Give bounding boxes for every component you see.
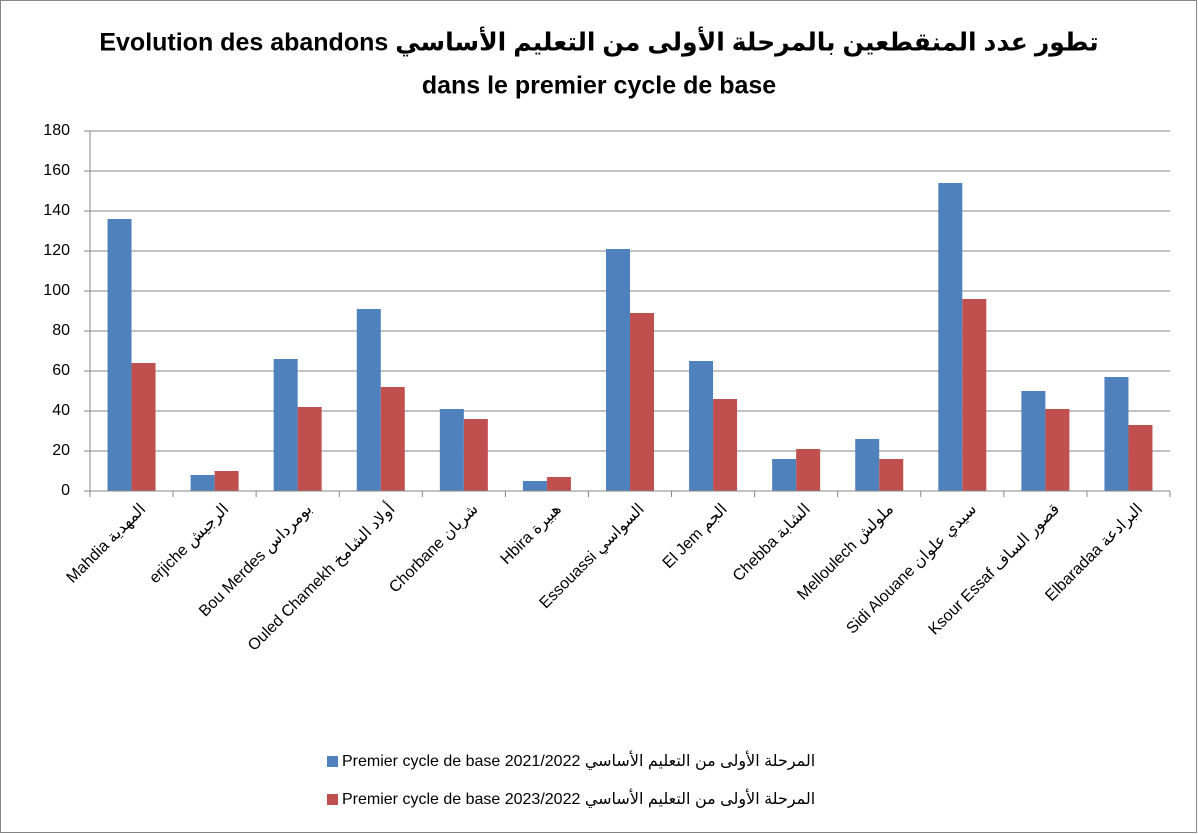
bar bbox=[190, 475, 215, 491]
bar bbox=[1021, 391, 1046, 491]
y-tick-label: 160 bbox=[43, 162, 70, 179]
legend-swatch bbox=[327, 756, 338, 767]
bar bbox=[713, 399, 738, 491]
bar bbox=[1045, 409, 1070, 491]
y-tick-label: 140 bbox=[43, 202, 70, 219]
bar bbox=[546, 477, 571, 491]
legend-label: Premier cycle de base 2023/2022 المرحلة … bbox=[342, 788, 815, 809]
y-tick-label: 180 bbox=[43, 122, 70, 139]
y-tick-label: 0 bbox=[61, 482, 70, 499]
bar bbox=[107, 219, 132, 491]
chart-title: dans le premier cycle de base bbox=[422, 72, 776, 100]
bar bbox=[131, 363, 156, 491]
chart-title: Evolution des abandons تطور عدد المنقطعي… bbox=[99, 27, 1098, 58]
bar bbox=[962, 299, 987, 491]
bar bbox=[796, 449, 821, 491]
y-tick-label: 100 bbox=[43, 282, 70, 299]
bar bbox=[689, 361, 714, 491]
bar bbox=[297, 407, 322, 491]
bar bbox=[1104, 377, 1129, 491]
y-tick-label: 40 bbox=[52, 402, 70, 419]
bar bbox=[938, 183, 963, 491]
y-tick-label: 60 bbox=[52, 362, 70, 379]
bar bbox=[273, 359, 298, 491]
bar bbox=[439, 409, 464, 491]
bar bbox=[356, 309, 381, 491]
bar bbox=[1128, 425, 1153, 491]
bar bbox=[463, 419, 488, 491]
legend-swatch bbox=[327, 794, 338, 805]
bar bbox=[522, 481, 547, 491]
bar bbox=[630, 313, 654, 491]
bar bbox=[214, 471, 239, 491]
bar bbox=[606, 249, 630, 491]
bar bbox=[879, 459, 904, 491]
bar bbox=[380, 387, 405, 491]
y-tick-label: 80 bbox=[52, 322, 70, 339]
y-tick-label: 120 bbox=[43, 242, 70, 259]
y-tick-label: 20 bbox=[52, 442, 70, 459]
bar bbox=[772, 459, 797, 491]
bar bbox=[855, 439, 880, 491]
legend-label: Premier cycle de base 2021/2022 المرحلة … bbox=[342, 750, 815, 771]
